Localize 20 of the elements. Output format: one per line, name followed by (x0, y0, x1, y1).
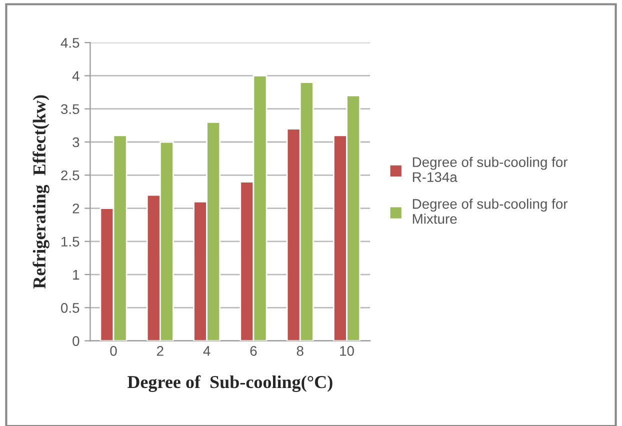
y-tick-label: 2 (72, 204, 80, 214)
x-tick-label: 6 (250, 346, 257, 356)
y-tick-label: 3 (72, 137, 80, 148)
x-tick-label: 2 (157, 346, 164, 356)
y-tick-label: 1 (73, 270, 80, 280)
y-tick-label: 4.5 (60, 38, 80, 48)
x-tick-label: 8 (296, 346, 304, 356)
y-tick-label: 2.5 (61, 170, 80, 180)
legend-label: Degree of sub-cooling for Mixture (412, 198, 568, 224)
y-axis-title: Refrigerating Effect(kw) (32, 95, 50, 289)
x-tick-label: 0 (110, 346, 117, 356)
x-tick-label: 4 (203, 346, 210, 356)
y-tick-label: 0 (72, 336, 80, 346)
legend-label: Degree of sub-cooling for R-134a (412, 156, 568, 182)
x-axis-title: Degree of Sub-cooling(°C) (127, 375, 332, 392)
y-tick-label: 4 (72, 71, 80, 81)
y-tick-label: 1.5 (62, 236, 80, 247)
x-tick-label: 10 (340, 346, 354, 356)
y-tick-label: 3.5 (60, 104, 80, 114)
y-tick-label: 0.5 (61, 303, 80, 313)
